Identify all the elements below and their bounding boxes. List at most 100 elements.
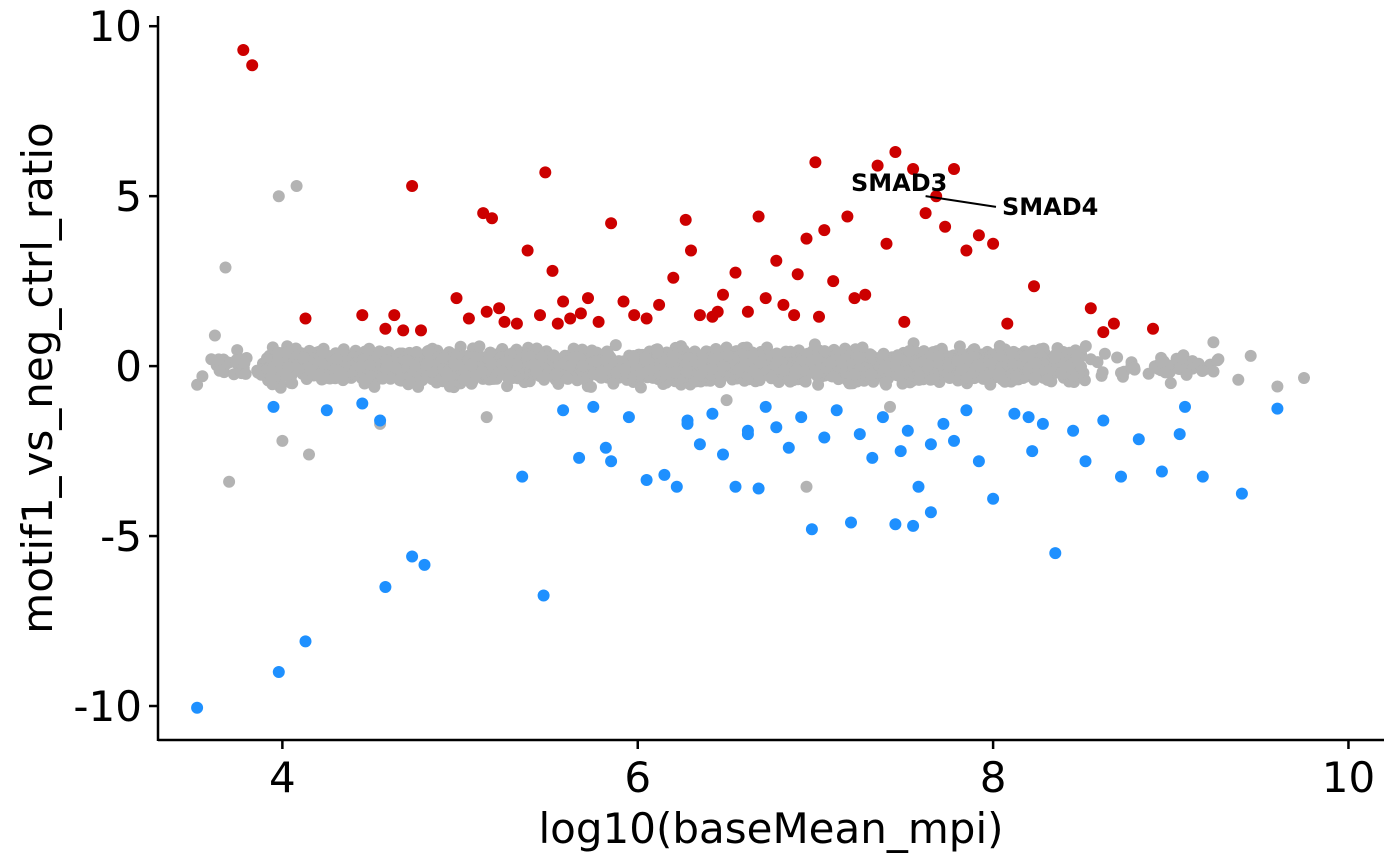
point-down bbox=[640, 474, 653, 486]
point-up bbox=[462, 312, 475, 325]
point-down bbox=[1179, 400, 1191, 413]
point-ns bbox=[422, 345, 435, 357]
point-down bbox=[272, 666, 285, 678]
point-down bbox=[379, 581, 392, 593]
point-up bbox=[752, 210, 765, 223]
point-up bbox=[1001, 317, 1014, 330]
point-ns bbox=[276, 434, 289, 447]
point-up bbox=[818, 224, 831, 237]
point-ns bbox=[619, 363, 632, 376]
point-down bbox=[1079, 455, 1092, 468]
point-ns bbox=[666, 350, 679, 362]
point-up bbox=[987, 237, 1000, 250]
point-ns bbox=[1155, 355, 1168, 368]
point-down bbox=[374, 414, 387, 427]
point-ns bbox=[304, 364, 317, 377]
point-up bbox=[493, 302, 506, 315]
point-down bbox=[1067, 424, 1080, 437]
point-ns bbox=[1022, 349, 1035, 362]
point-down bbox=[516, 470, 529, 483]
point-up bbox=[919, 207, 932, 220]
point-down bbox=[1049, 547, 1062, 560]
point-ns bbox=[480, 411, 493, 424]
y-tick-label: 5 bbox=[115, 172, 142, 221]
point-ns bbox=[1051, 342, 1064, 355]
point-down bbox=[1026, 445, 1039, 458]
point-ns bbox=[1055, 367, 1067, 380]
point-down bbox=[1196, 470, 1209, 483]
point-ns bbox=[856, 341, 869, 354]
point-ns bbox=[953, 340, 966, 353]
y-tick-label: -5 bbox=[100, 512, 142, 561]
point-ns bbox=[1079, 340, 1092, 353]
point-ns bbox=[561, 372, 574, 385]
point-ns bbox=[693, 369, 706, 382]
point-up bbox=[388, 309, 401, 322]
point-down bbox=[729, 480, 742, 493]
point-up bbox=[841, 210, 854, 223]
point-up bbox=[907, 163, 920, 175]
point-up bbox=[356, 309, 369, 322]
point-up bbox=[551, 317, 564, 330]
point-up bbox=[1084, 302, 1097, 315]
point-ns bbox=[549, 368, 562, 381]
point-down bbox=[1271, 402, 1284, 415]
point-ns bbox=[205, 353, 218, 366]
point-up bbox=[477, 207, 490, 220]
point-ns bbox=[330, 352, 343, 365]
x-tick-label: 8 bbox=[980, 753, 1007, 802]
point-down bbox=[1155, 465, 1168, 478]
point-ns bbox=[853, 351, 866, 364]
x-tick-label: 10 bbox=[1322, 753, 1375, 802]
point-ns bbox=[223, 475, 236, 488]
point-ns bbox=[922, 358, 935, 371]
point-ns bbox=[634, 381, 647, 394]
point-down bbox=[1022, 411, 1035, 424]
point-down bbox=[960, 404, 973, 417]
point-up bbox=[939, 220, 952, 233]
point-down bbox=[741, 424, 754, 437]
point-ns bbox=[984, 378, 997, 391]
point-down bbox=[320, 404, 333, 417]
point-up bbox=[415, 324, 427, 337]
point-down bbox=[752, 482, 765, 495]
point-up bbox=[741, 305, 754, 318]
point-down bbox=[972, 455, 985, 468]
point-up bbox=[574, 307, 587, 320]
point-ns bbox=[1212, 353, 1225, 366]
point-ns bbox=[363, 358, 376, 371]
point-down bbox=[1097, 414, 1110, 427]
point-up bbox=[859, 288, 872, 301]
point-up bbox=[486, 212, 498, 225]
point-up bbox=[788, 309, 801, 322]
point-down bbox=[599, 441, 612, 454]
point-ns bbox=[213, 364, 226, 377]
point-ns bbox=[208, 329, 221, 342]
point-down bbox=[706, 407, 719, 420]
y-tick-label: 0 bbox=[115, 342, 142, 391]
point-ns bbox=[790, 363, 803, 376]
point-up bbox=[880, 237, 893, 250]
point-up bbox=[628, 309, 641, 322]
point-ns bbox=[410, 346, 423, 358]
point-ns bbox=[1096, 366, 1109, 379]
point-down bbox=[805, 523, 818, 536]
axes bbox=[156, 16, 1384, 742]
point-ns bbox=[705, 362, 718, 375]
point-up bbox=[379, 322, 392, 335]
point-ns bbox=[955, 363, 968, 376]
point-ns bbox=[1075, 360, 1087, 373]
point-ns bbox=[903, 345, 916, 357]
point-up bbox=[800, 232, 813, 245]
point-ns bbox=[1207, 336, 1220, 349]
point-up bbox=[827, 275, 840, 288]
point-ns bbox=[265, 373, 278, 385]
point-ns bbox=[971, 359, 984, 372]
point-ns bbox=[714, 376, 727, 389]
point-down bbox=[573, 451, 586, 464]
point-down bbox=[1115, 470, 1127, 483]
point-ns bbox=[272, 355, 285, 368]
point-ns bbox=[779, 345, 792, 358]
point-down bbox=[866, 451, 879, 464]
